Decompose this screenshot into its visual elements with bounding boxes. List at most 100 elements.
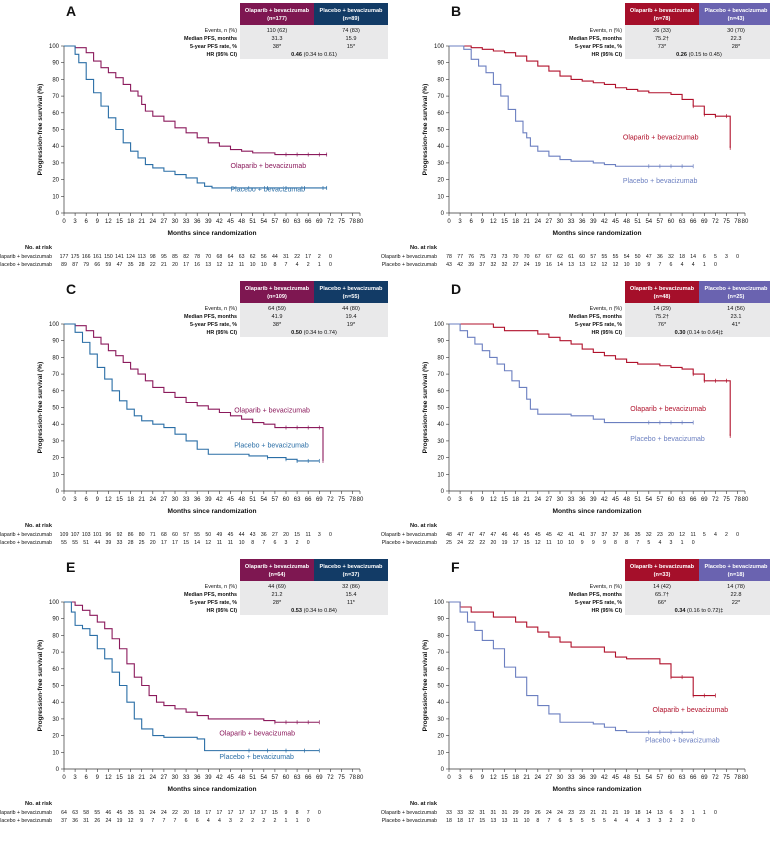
- table-cell-olaparib: 21.2: [272, 592, 283, 598]
- at-risk-value: 95: [161, 254, 167, 260]
- km-curve-placebo: [449, 45, 694, 167]
- table-cell-placebo: 23.1: [731, 314, 742, 320]
- y-tick-label: 60: [437, 389, 444, 395]
- x-tick-label: 57: [657, 775, 664, 781]
- x-tick-label: 27: [161, 775, 168, 781]
- x-tick-label: 33: [183, 219, 190, 225]
- x-tick-label: 51: [249, 219, 256, 225]
- x-tick-label: 72: [327, 219, 334, 225]
- at-risk-value: 12: [217, 262, 223, 268]
- at-risk-value: 71: [150, 532, 156, 538]
- at-risk-value: 67: [546, 254, 552, 260]
- y-tick-label: 70: [52, 650, 59, 656]
- x-tick-label: 66: [690, 497, 697, 503]
- y-tick-label: 80: [52, 355, 59, 361]
- y-tick-label: 40: [52, 700, 59, 706]
- x-tick-label: 12: [105, 775, 112, 781]
- x-tick-label: 39: [590, 775, 597, 781]
- km-curve-olaparib: [64, 45, 327, 156]
- y-tick-label: 40: [437, 144, 444, 150]
- table-header-text: (n=64): [269, 572, 286, 578]
- at-risk-value: 33: [446, 810, 452, 816]
- x-tick-label: 75: [723, 219, 730, 225]
- at-risk-value: 20: [150, 540, 156, 546]
- x-tick-label: 33: [183, 775, 190, 781]
- at-risk-value: 8: [296, 810, 299, 816]
- at-risk-value: 4: [692, 262, 695, 268]
- y-tick-label: 70: [52, 94, 59, 100]
- y-tick-label: 0: [441, 211, 445, 217]
- at-risk-value: 60: [579, 254, 585, 260]
- at-risk-row-label: Placebo + bevacizumab: [0, 262, 52, 268]
- at-risk-value: 4: [658, 540, 661, 546]
- at-risk-value: 42: [457, 262, 463, 268]
- x-tick-label: 39: [590, 219, 597, 225]
- table-hr-label: HR (95% CI): [591, 52, 622, 58]
- at-risk-value: 23: [568, 810, 574, 816]
- x-tick-label: 18: [512, 775, 519, 781]
- y-tick-label: 40: [437, 422, 444, 428]
- x-axis-label: Months since randomization: [167, 230, 256, 237]
- x-tick-label: 72: [712, 775, 719, 781]
- km-curve-placebo: [449, 323, 694, 424]
- at-risk-row-label: Olaparib + bevacizumab: [0, 254, 52, 260]
- at-risk-value: 24: [150, 810, 156, 816]
- at-risk-value: 15: [479, 818, 485, 824]
- at-risk-value: 19: [117, 818, 123, 824]
- at-risk-value: 1: [681, 540, 684, 546]
- at-risk-value: 4: [625, 818, 628, 824]
- table-cell-olaparib: 64 (59): [268, 306, 286, 312]
- x-tick-label: 0: [62, 775, 66, 781]
- at-risk-value: 44: [239, 532, 245, 538]
- at-risk-value: 36: [261, 532, 267, 538]
- at-risk-value: 47: [457, 532, 463, 538]
- summary-table: Olaparib + bevacizumab (n=48) Placebo + be…: [569, 281, 770, 337]
- at-risk-value: 56: [261, 254, 267, 260]
- x-tick-label: 66: [305, 775, 312, 781]
- y-tick-label: 60: [52, 111, 59, 117]
- table-cell-placebo: 32 (86): [342, 584, 360, 590]
- x-axis-label: Months since randomization: [552, 508, 641, 515]
- at-risk-value: 82: [183, 254, 189, 260]
- at-risk-value: 70: [205, 254, 211, 260]
- x-tick-label: 3: [73, 775, 77, 781]
- x-tick-label: 6: [85, 497, 89, 503]
- at-risk-value: 2: [670, 818, 673, 824]
- at-risk-title: No. at risk: [25, 245, 53, 251]
- x-tick-label: 69: [316, 497, 323, 503]
- at-risk-value: 32: [468, 810, 474, 816]
- at-risk-value: 3: [658, 818, 661, 824]
- at-risk-value: 76: [468, 254, 474, 260]
- at-risk-value: 1: [318, 262, 321, 268]
- series-label-olaparib: Olaparib + bevacizumab: [219, 731, 295, 738]
- table-body-bg: [240, 581, 388, 615]
- x-tick-label: 60: [668, 775, 675, 781]
- y-tick-label: 80: [52, 633, 59, 639]
- summary-table: Olaparib + bevacizumab (n=33) Placebo + be…: [569, 559, 770, 615]
- table-row-label: 5-year PFS rate, %: [190, 600, 237, 606]
- at-risk-value: 46: [513, 532, 519, 538]
- at-risk-value: 21: [161, 262, 167, 268]
- at-risk-row-label: Placebo + bevacizumab: [0, 540, 52, 546]
- x-tick-label: 6: [470, 775, 474, 781]
- at-risk-value: 50: [205, 532, 211, 538]
- at-risk-value: 3: [681, 810, 684, 816]
- x-tick-label: 21: [523, 219, 530, 225]
- at-risk-value: 11: [228, 540, 233, 546]
- at-risk-value: 44: [94, 540, 100, 546]
- x-tick-label: 30: [172, 219, 179, 225]
- at-risk-value: 6: [703, 254, 706, 260]
- at-risk-value: 45: [546, 532, 552, 538]
- at-risk-value: 10: [239, 540, 245, 546]
- at-risk-value: 166: [82, 254, 91, 260]
- panel-letter: C: [66, 281, 76, 297]
- at-risk-value: 21: [602, 810, 608, 816]
- y-tick-label: 60: [52, 389, 59, 395]
- x-tick-label: 60: [283, 497, 290, 503]
- x-tick-label: 24: [149, 497, 156, 503]
- at-risk-value: 39: [468, 262, 474, 268]
- y-tick-label: 90: [52, 617, 59, 623]
- at-risk-value: 21: [613, 810, 619, 816]
- at-risk-value: 32: [502, 262, 508, 268]
- x-tick-label: 3: [458, 497, 462, 503]
